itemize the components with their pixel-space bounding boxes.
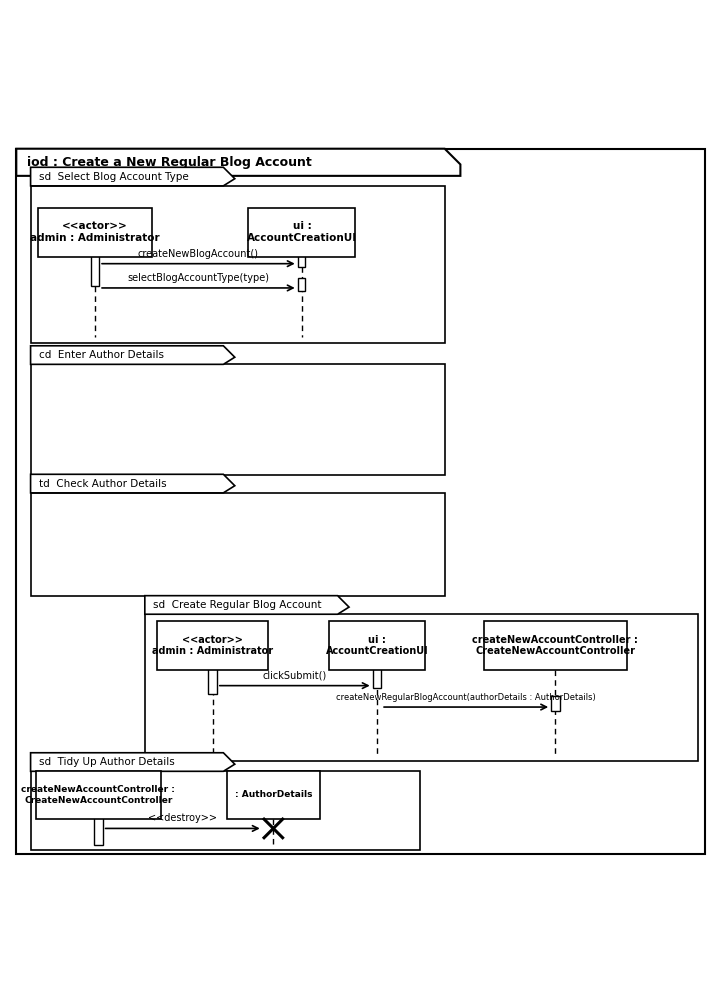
Text: createNewBlogAccount(): createNewBlogAccount() (138, 249, 259, 259)
Bar (298, 278, 305, 291)
Text: createNewAccountController :
CreateNewAccountController: createNewAccountController : CreateNewAc… (473, 635, 638, 656)
Text: cd  Enter Author Details: cd Enter Author Details (39, 350, 164, 360)
Polygon shape (31, 474, 235, 493)
Bar (94, 808, 102, 845)
Bar (31, 493, 445, 596)
Bar (36, 771, 161, 819)
Polygon shape (31, 167, 235, 186)
Bar (31, 771, 420, 850)
Text: : AuthorDetails: : AuthorDetails (235, 790, 312, 799)
Text: sd  Create Regular Blog Account: sd Create Regular Blog Account (153, 600, 322, 610)
Bar (31, 364, 445, 475)
Text: selectBlogAccountType(type): selectBlogAccountType(type) (127, 273, 269, 283)
Bar (329, 621, 425, 670)
Bar (90, 242, 99, 286)
Text: ui :
AccountCreationUI: ui : AccountCreationUI (247, 221, 357, 243)
Bar (484, 621, 626, 670)
Text: <<actor>>
admin : Administrator: <<actor>> admin : Administrator (30, 221, 160, 243)
Bar (298, 254, 305, 267)
Bar (248, 208, 355, 257)
Text: createNewAccountController :
CreateNewAccountController: createNewAccountController : CreateNewAc… (21, 785, 175, 805)
Bar (208, 651, 217, 694)
Bar (551, 696, 560, 711)
Polygon shape (145, 596, 349, 614)
Text: ui :
AccountCreationUI: ui : AccountCreationUI (326, 635, 428, 656)
Bar (31, 186, 445, 343)
Bar (227, 771, 320, 819)
Text: <<actor>>
admin : Administrator: <<actor>> admin : Administrator (152, 635, 274, 656)
Text: td  Check Author Details: td Check Author Details (39, 479, 167, 489)
Text: clickSubmit(): clickSubmit() (263, 671, 327, 681)
Text: <<destroy>>: <<destroy>> (148, 813, 217, 823)
Bar (38, 208, 152, 257)
Polygon shape (16, 149, 460, 176)
Text: sd  Select Blog Account Type: sd Select Blog Account Type (39, 172, 189, 182)
Text: createNewRegularBlogAccount(authorDetails : AuthorDetails): createNewRegularBlogAccount(authorDetail… (337, 693, 596, 702)
Bar (145, 614, 698, 761)
Bar (372, 653, 381, 688)
Text: iod : Create a New Regular Blog Account: iod : Create a New Regular Blog Account (27, 156, 311, 169)
Text: sd  Tidy Up Author Details: sd Tidy Up Author Details (39, 757, 175, 767)
Bar (158, 621, 268, 670)
Polygon shape (31, 753, 235, 771)
Polygon shape (31, 346, 235, 364)
